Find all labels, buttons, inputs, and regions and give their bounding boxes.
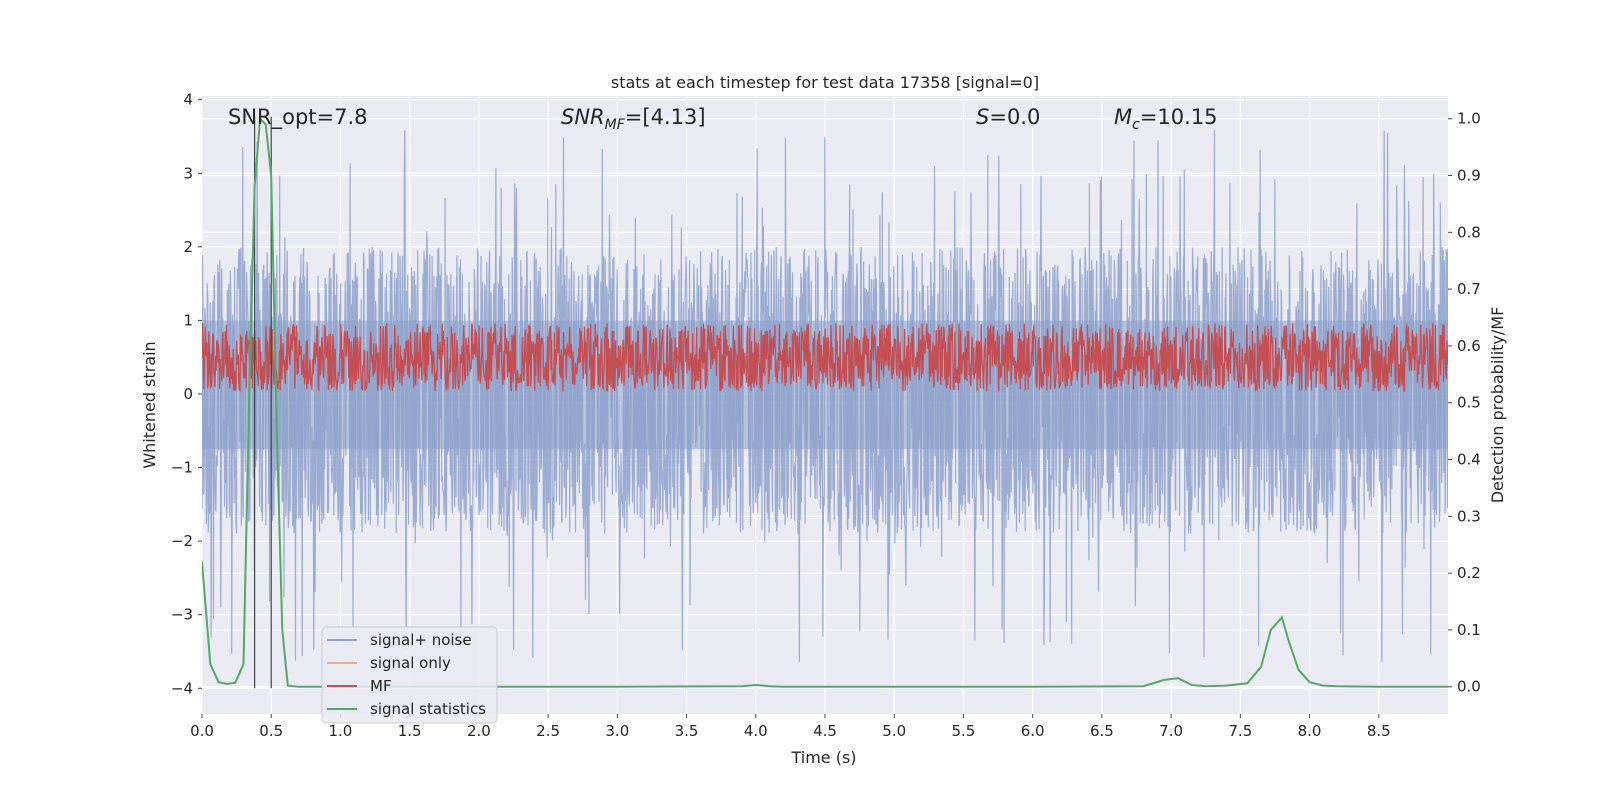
y-left-tick-label: 0 bbox=[183, 385, 193, 403]
x-tick-label: 4.5 bbox=[813, 722, 837, 740]
annotation-snr-mf-label: SNR bbox=[561, 105, 605, 129]
legend-box bbox=[321, 626, 498, 724]
x-tick-label: 6.5 bbox=[1090, 722, 1114, 740]
series-signal-statistics bbox=[202, 116, 1448, 688]
x-tick-label: 1.5 bbox=[398, 722, 422, 740]
y-axis-right-label: Detection probability/MF bbox=[1488, 307, 1507, 504]
x-tick-label: 0.5 bbox=[259, 722, 283, 740]
y-left-tick-label: 4 bbox=[183, 91, 193, 109]
y-axis-left-label: Whitened strain bbox=[140, 341, 159, 468]
y-right-tick-label: 1.0 bbox=[1457, 110, 1481, 128]
y-left-tick-label: −4 bbox=[171, 679, 193, 697]
y-left-tick-label: 3 bbox=[183, 164, 193, 182]
legend-label-signal-noise: signal+ noise bbox=[370, 631, 472, 649]
y-right-tick-label: 0.2 bbox=[1457, 564, 1481, 582]
annotation-mc-label: M bbox=[1114, 105, 1132, 129]
annotation-snr-mf: SNRMF=[4.13] bbox=[561, 105, 706, 133]
y-right-tick-label: 0.5 bbox=[1457, 394, 1481, 412]
legend-label-signal-only: signal only bbox=[370, 654, 451, 672]
x-tick-label: 8.5 bbox=[1367, 722, 1391, 740]
y-right-tick-label: 0.7 bbox=[1457, 280, 1481, 298]
y-right-tick-label: 0.1 bbox=[1457, 621, 1481, 639]
annotation-snr-mf-value: =[4.13] bbox=[625, 105, 706, 129]
x-tick-label: 3.5 bbox=[675, 722, 699, 740]
y-right-tick-label: 0.8 bbox=[1457, 223, 1481, 241]
x-axis-label: Time (s) bbox=[790, 748, 856, 767]
series-mf-line bbox=[202, 323, 1448, 393]
x-tick-label: 0.0 bbox=[190, 722, 214, 740]
legend: signal+ noise signal only MF signal stat… bbox=[321, 626, 498, 724]
series-signal-statistics-line bbox=[202, 116, 1448, 688]
legend-label-signal-statistics: signal statistics bbox=[370, 700, 486, 718]
x-tick-label: 5.5 bbox=[952, 722, 976, 740]
x-tick-label: 2.5 bbox=[536, 722, 560, 740]
y-left-tick-label: −3 bbox=[171, 606, 193, 624]
x-tick-label: 4.0 bbox=[744, 722, 768, 740]
annotation-s: S=0.0 bbox=[976, 105, 1040, 129]
x-tick-label: 8.0 bbox=[1298, 722, 1322, 740]
x-axis-ticks: 0.0 0.5 1.0 1.5 2.0 2.5 3.0 3.5 4.0 4.5 5.0 5.5 6.0 6… bbox=[190, 714, 1391, 740]
y-left-tick-label: −2 bbox=[171, 532, 193, 550]
y-axis-left-ticks: 4 3 2 1 0 −1 −2 −3 −4 bbox=[171, 91, 202, 697]
y-right-tick-label: 0.9 bbox=[1457, 167, 1481, 185]
y-axis-right-ticks: 1.0 0.9 0.8 0.7 0.6 0.5 0.4 0.3 0.2 0.1 0.0 bbox=[1448, 110, 1481, 696]
x-tick-label: 3.0 bbox=[605, 722, 629, 740]
legend-label-mf: MF bbox=[370, 677, 392, 695]
y-left-tick-label: 1 bbox=[183, 311, 193, 329]
annotation-mc: Mc=10.15 bbox=[1114, 105, 1218, 133]
y-right-tick-label: 0.4 bbox=[1457, 451, 1481, 469]
annotation-s-label: S bbox=[976, 105, 989, 129]
x-tick-label: 1.0 bbox=[329, 722, 353, 740]
annotation-s-value: =0.0 bbox=[989, 105, 1040, 129]
annotation-mc-sub: c bbox=[1132, 117, 1140, 133]
y-right-tick-label: 0.3 bbox=[1457, 507, 1481, 525]
series-signal-noise-line bbox=[202, 130, 1448, 662]
x-tick-label: 7.0 bbox=[1159, 722, 1183, 740]
annotation-mc-value: =10.15 bbox=[1140, 105, 1218, 129]
x-tick-label: 2.0 bbox=[467, 722, 491, 740]
chart-title: stats at each timestep for test data 173… bbox=[611, 73, 1039, 92]
x-tick-label: 7.5 bbox=[1228, 722, 1252, 740]
x-tick-label: 6.0 bbox=[1021, 722, 1045, 740]
annotation-snr-opt: SNR_opt=7.8 bbox=[228, 105, 368, 130]
y-left-tick-label: 2 bbox=[183, 238, 193, 256]
y-right-tick-label: 0.0 bbox=[1457, 678, 1481, 696]
x-tick-label: 5.0 bbox=[882, 722, 906, 740]
y-left-tick-label: −1 bbox=[171, 459, 193, 477]
series-mf bbox=[202, 323, 1448, 393]
annotation-snr-mf-sub: MF bbox=[605, 117, 626, 133]
y-right-tick-label: 0.6 bbox=[1457, 337, 1481, 355]
